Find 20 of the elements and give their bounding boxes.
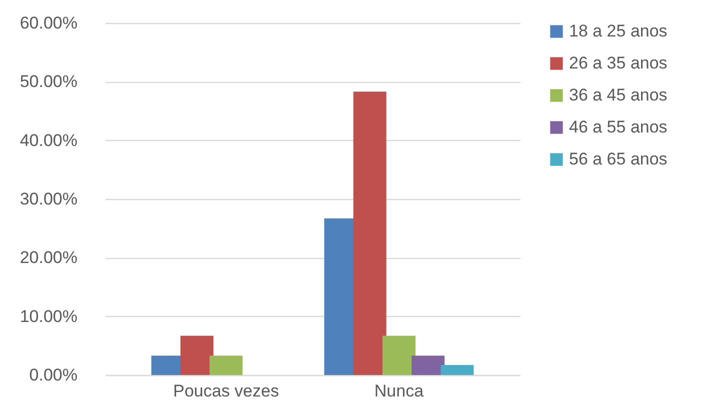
legend-label: 56 a 65 anos — [569, 150, 668, 168]
y-tick-label: 0.00% — [29, 366, 78, 384]
legend-label: 26 a 35 anos — [569, 54, 668, 72]
legend-label: 18 a 25 anos — [569, 22, 668, 40]
bar — [210, 356, 243, 375]
x-tick-label: Poucas vezes — [173, 382, 279, 400]
legend-label: 36 a 45 anos — [569, 86, 668, 104]
y-tick-label: 20.00% — [20, 248, 78, 268]
y-tick-label: 10.00% — [20, 306, 78, 326]
y-tick-label: 30.00% — [20, 190, 78, 208]
legend-label: 46 a 55 anos — [569, 118, 668, 136]
bar — [353, 92, 386, 375]
bar — [180, 336, 214, 375]
y-tick-label: 40.00% — [20, 130, 78, 150]
y-tick-label: 50.00% — [20, 72, 78, 92]
bar — [382, 336, 416, 375]
x-tick-label: Nunca — [374, 382, 424, 400]
y-tick-label: 60.00% — [20, 14, 78, 32]
bar — [440, 365, 474, 375]
bar — [412, 356, 445, 375]
